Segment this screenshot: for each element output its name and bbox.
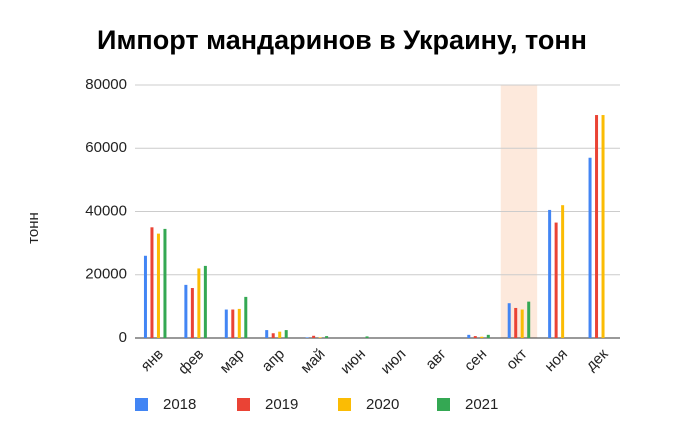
y-tick-label: 40000: [85, 202, 127, 219]
y-tick-label: 60000: [85, 139, 127, 156]
bar: [143, 255, 147, 338]
y-axis-label: тонн: [25, 212, 42, 244]
bar: [514, 307, 518, 338]
bar: [325, 336, 329, 338]
bar: [231, 309, 235, 338]
bar: [467, 334, 471, 338]
bar: [601, 115, 605, 338]
bar: [190, 288, 194, 338]
legend-label: 2020: [366, 396, 399, 413]
bar: [305, 337, 309, 338]
bar: [150, 227, 154, 338]
y-tick-label: 20000: [85, 266, 127, 283]
bar: [271, 333, 275, 338]
bar: [588, 157, 592, 338]
bar: [480, 336, 484, 338]
bar: [224, 309, 228, 338]
legend-swatch: [437, 398, 450, 411]
y-tick-label: 80000: [85, 76, 127, 93]
legend-label: 2019: [265, 396, 298, 413]
chart-title: Импорт мандаринов в Украину, тонн: [97, 25, 587, 55]
bar: [244, 296, 248, 338]
bar: [527, 301, 531, 338]
bar: [507, 303, 511, 338]
legend-swatch: [338, 398, 351, 411]
legend-label: 2021: [465, 396, 498, 413]
bar: [473, 336, 477, 338]
bar: [284, 330, 288, 338]
bar: [156, 233, 160, 338]
bar: [486, 334, 490, 338]
bar: [312, 335, 316, 338]
bar: [265, 330, 269, 338]
y-tick-label: 0: [119, 329, 127, 346]
bar: [548, 209, 552, 338]
bar: [163, 228, 167, 338]
bar: [595, 115, 599, 338]
bar: [365, 336, 369, 338]
bar: [203, 265, 207, 338]
bar: [278, 331, 282, 338]
legend-swatch: [135, 398, 148, 411]
bar: [520, 309, 524, 338]
bar: [561, 205, 565, 338]
bar: [197, 268, 201, 338]
legend-label: 2018: [163, 396, 196, 413]
bar: [184, 284, 188, 338]
legend-swatch: [237, 398, 250, 411]
bar: [554, 222, 558, 338]
bar: [318, 337, 322, 338]
bar: [237, 308, 241, 338]
